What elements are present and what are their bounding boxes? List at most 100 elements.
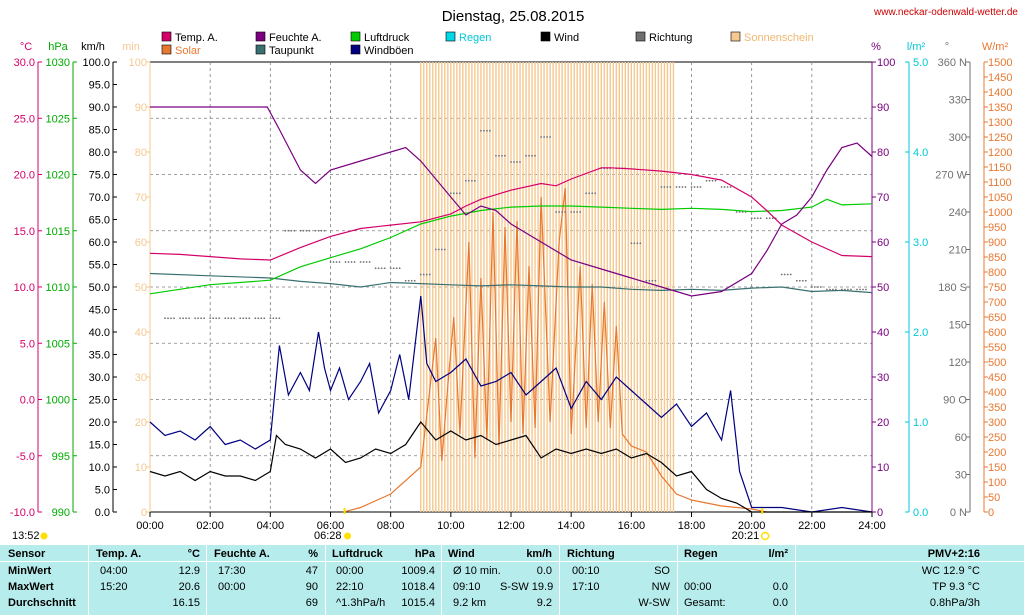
direction-point: [194, 317, 197, 320]
direction-point: [215, 317, 218, 320]
solar-axis-tick-label: 100: [988, 477, 1006, 489]
legend-label: Taupunkt: [269, 45, 314, 57]
series-windböen: [149, 295, 873, 513]
direction-point: [368, 261, 371, 263]
direction-point: [528, 154, 530, 157]
solar-axis-tick-label: 300: [988, 417, 1006, 429]
direction-point: [759, 217, 762, 220]
direction-point: [305, 229, 308, 232]
direction-point: [648, 279, 651, 282]
x-tick-label: 20:00: [738, 520, 766, 532]
pressure-axis-tick-label: 1005: [46, 338, 70, 350]
legend-swatch: [350, 44, 361, 55]
direction-point: [224, 317, 227, 320]
pressure-axis-tick-label: 990: [52, 507, 70, 519]
humidity-axis-tick-label: 90: [877, 102, 889, 114]
axis-unit: %: [871, 41, 881, 53]
sun-markers: 13:52 06:28 20:21: [12, 508, 770, 542]
rain-axis-tick-label: 2.0: [913, 327, 928, 339]
direction-point: [239, 317, 242, 320]
direction-axis-tick-label: 240: [949, 207, 967, 219]
legend-swatch: [730, 31, 741, 42]
direction-point: [320, 229, 323, 232]
table-cell-dir-val: SO: [654, 565, 670, 577]
direction-point: [576, 211, 579, 213]
solar-axis-tick-label: 950: [988, 222, 1006, 234]
wind-axis-tick-label: 85.0: [89, 125, 110, 137]
direction-point: [768, 217, 771, 220]
table-cell-wind-a: 9.2 km: [453, 597, 487, 609]
direction-axis-tick-label: 330: [949, 95, 967, 107]
pressure-axis-tick-label: 1000: [46, 395, 70, 407]
direction-point: [188, 317, 190, 320]
direction-point: [434, 248, 437, 251]
rain-axis-tick-label: 0.0: [913, 507, 928, 519]
direction-point: [422, 273, 425, 276]
direction-point: [383, 267, 386, 270]
chart-axes: 30.025.020.015.010.05.00.0-5.0-10.010301…: [10, 57, 1013, 532]
sun-axis-tick-label: 50: [135, 282, 147, 294]
solar-axis-tick-label: 150: [988, 462, 1006, 474]
solar-axis-tick-label: 1100: [988, 177, 1012, 189]
table-cell-press-val: 1009.4: [401, 565, 435, 577]
x-tick-label: 16:00: [618, 520, 646, 532]
direction-point: [513, 161, 515, 163]
wind-axis-tick-label: 100.0: [82, 57, 110, 69]
sun-axis-tick-label: 70: [135, 192, 147, 204]
wind-axis-tick-label: 95.0: [89, 80, 110, 92]
x-tick-label: 18:00: [678, 520, 706, 532]
direction-axis-tick-label: 90 O: [943, 395, 967, 407]
header-pressure: Luftdruck: [332, 548, 383, 560]
table-cell-hum-val: 90: [305, 581, 318, 593]
wind-axis-tick-label: 25.0: [89, 395, 110, 407]
wind-axis-tick-label: 75.0: [89, 170, 110, 182]
direction-point: [428, 273, 431, 276]
direction-point: [308, 229, 311, 232]
humidity-axis-tick-label: 100: [877, 57, 895, 69]
rain-axis-tick-label: 4.0: [913, 147, 928, 159]
direction-point: [786, 273, 789, 276]
website-label[interactable]: www.neckar-odenwald-wetter.de: [873, 7, 1018, 18]
legend-label: Solar: [175, 45, 201, 57]
direction-point: [498, 154, 500, 157]
direction-point: [573, 211, 576, 213]
axis-unit: °C: [20, 41, 32, 53]
header-wind-unit: km/h: [526, 548, 552, 560]
pressure-axis-tick-label: 995: [52, 451, 70, 463]
table-divider: [441, 545, 442, 615]
solar-axis-tick-label: 800: [988, 267, 1006, 279]
direction-point: [663, 186, 666, 188]
direction-point: [546, 136, 548, 138]
direction-point: [404, 279, 407, 282]
wind-axis-tick-label: 30.0: [89, 372, 110, 384]
direction-axis-tick-label: 120: [949, 357, 967, 369]
direction-point: [302, 229, 305, 232]
solar-axis-tick-label: 350: [988, 402, 1006, 414]
sunset-icon: [760, 531, 770, 541]
table-cell-rain-val: 0.0: [772, 581, 788, 593]
direction-point: [398, 267, 401, 270]
direction-point: [579, 211, 582, 213]
legend-label: Sonnenschein: [744, 32, 814, 44]
direction-point: [780, 273, 783, 276]
x-tick-label: 02:00: [196, 520, 224, 532]
series-feuchte-a: [150, 106, 873, 297]
solar-axis-tick-label: 1000: [988, 207, 1012, 219]
direction-point: [850, 288, 852, 291]
sun-axis-tick-label: 10: [135, 462, 147, 474]
series-sonnenschein: [420, 62, 675, 512]
direction-point: [185, 317, 187, 320]
direction-axis-tick-label: 270 W: [935, 170, 967, 182]
direction-axis-tick-label: 300: [949, 132, 967, 144]
sunset-label: 20:21: [732, 530, 760, 542]
direction-point: [534, 154, 536, 157]
direction-point: [847, 288, 849, 291]
direction-point: [290, 229, 293, 232]
direction-point: [287, 229, 290, 232]
direction-point: [714, 179, 717, 182]
direction-point: [594, 192, 597, 195]
pressure-axis-tick-label: 1020: [46, 170, 70, 182]
direction-point: [856, 288, 858, 291]
direction-point: [323, 229, 326, 232]
direction-point: [510, 161, 512, 163]
